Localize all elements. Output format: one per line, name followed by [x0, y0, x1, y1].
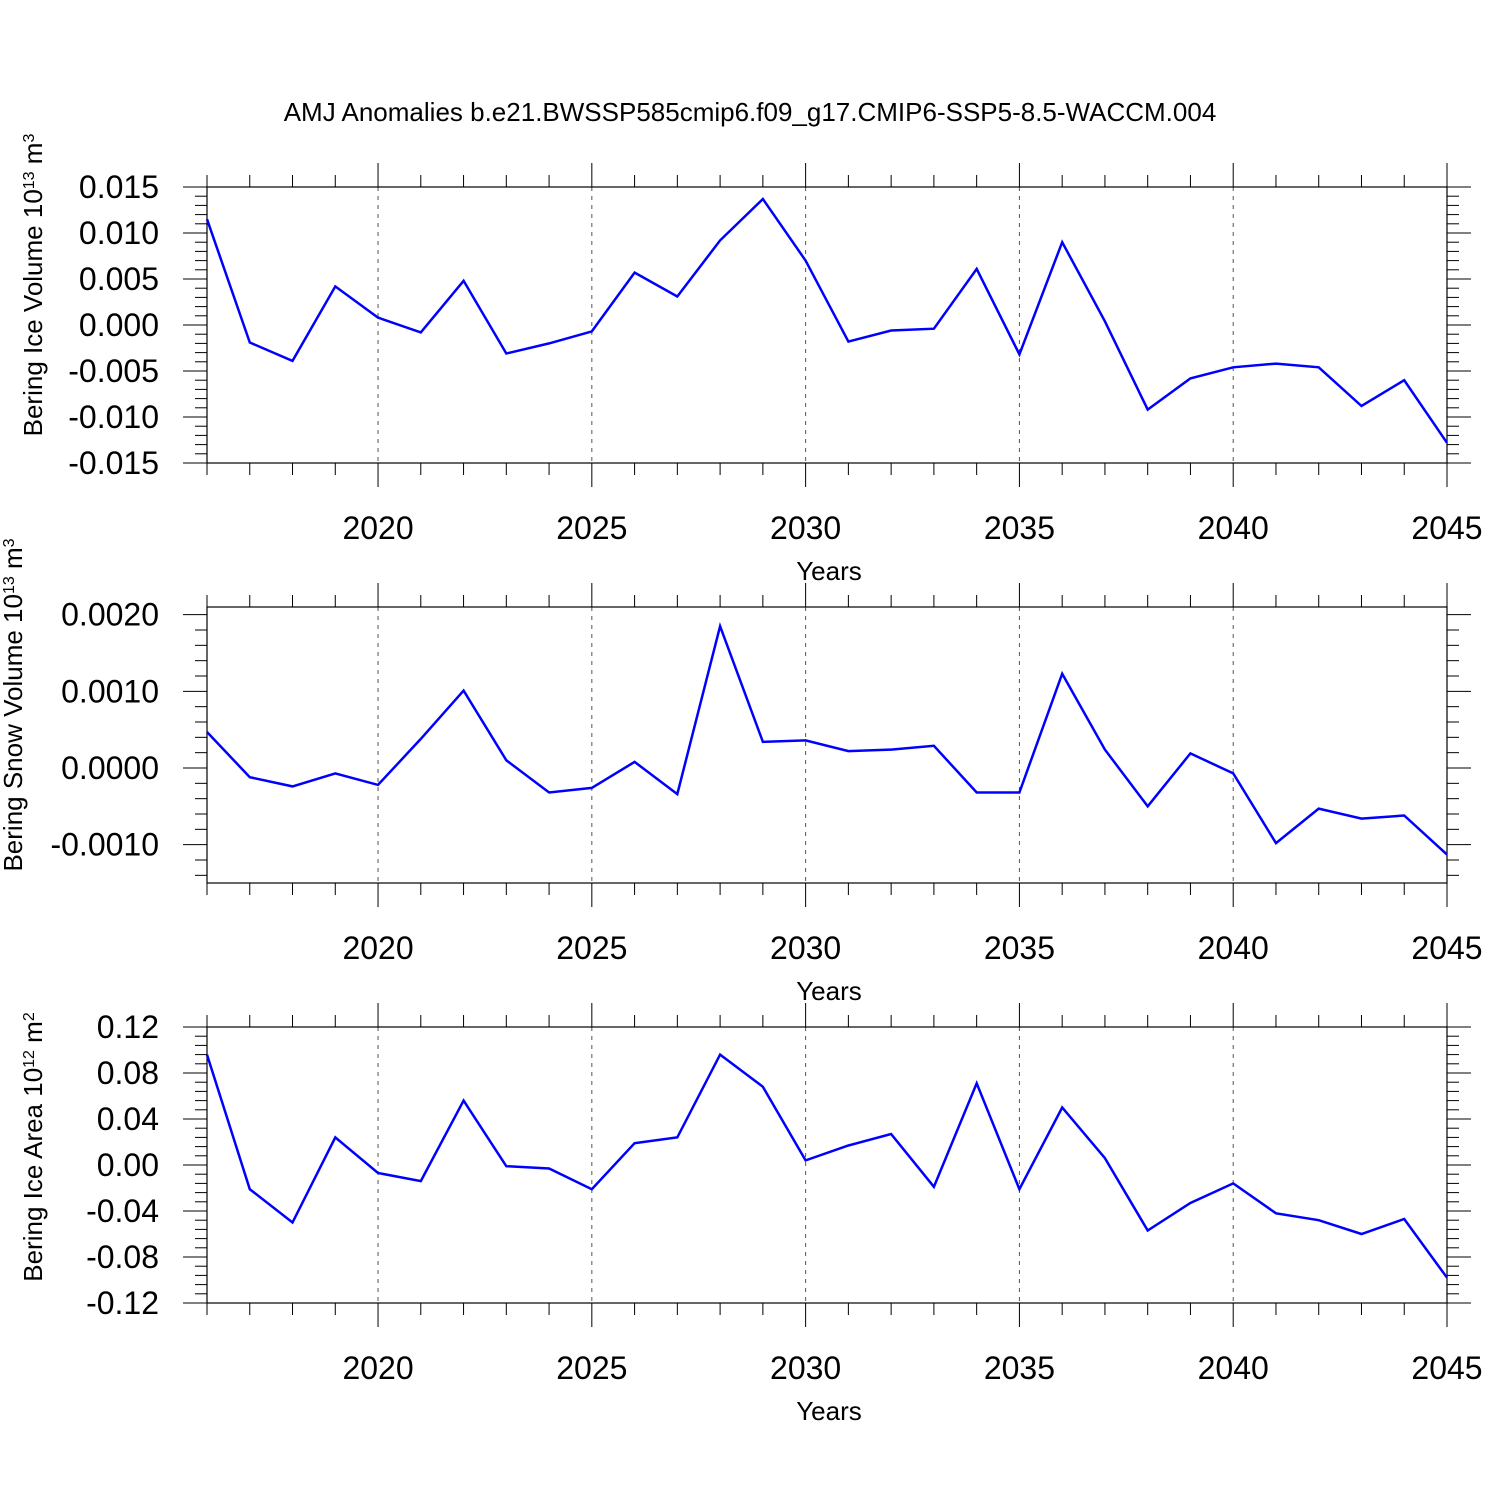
x-axis-title: Years: [796, 556, 862, 586]
y-tick-label: 0.00: [97, 1147, 159, 1183]
y-tick-label: 0.0000: [61, 750, 159, 786]
figure-title: AMJ Anomalies b.e21.BWSSP585cmip6.f09_g1…: [283, 97, 1217, 127]
x-axis-title: Years: [796, 976, 862, 1006]
y-tick-label: -0.0010: [50, 827, 159, 863]
x-tick-label: 2045: [1411, 1350, 1482, 1386]
x-tick-label: 2020: [342, 930, 413, 966]
y-axis-title: Bering Snow Volume 1013 m3: [0, 538, 28, 871]
series-line: [205, 1052, 1449, 1279]
plot-frame: [206, 1026, 1448, 1304]
plot-frame: [206, 186, 1448, 464]
x-tick-label: 2025: [556, 930, 627, 966]
y-tick-label: 0.0010: [61, 673, 159, 709]
x-tick-label: 2030: [770, 930, 841, 966]
y-axis-title: Bering Ice Area 1012 m2: [18, 1012, 48, 1282]
x-tick-label: 2035: [984, 930, 1055, 966]
x-tick-label: 2045: [1411, 930, 1482, 966]
panel-1: -0.015 -0.010 -0.005 0.000 0.005 0.010 0.015 20…: [18, 134, 1483, 586]
y-tick-label: 0.010: [79, 215, 159, 251]
panel-2: -0.0010 0.0000 0.0010 0.0020 2020 2025 2030 203…: [0, 538, 1483, 1006]
y-tick-label: 0.08: [97, 1055, 159, 1091]
y-tick-label: -0.010: [68, 399, 159, 435]
y-tick-label: -0.015: [68, 445, 159, 481]
series-line: [206, 622, 1448, 856]
plot-frame: [206, 606, 1448, 884]
y-tick-label: 0.015: [79, 169, 159, 205]
y-axis-title: Bering Ice Volume 1013 m3: [18, 134, 48, 437]
x-tick-label: 2035: [984, 510, 1055, 546]
x-tick-label: 2040: [1198, 510, 1269, 546]
x-tick-label: 2030: [770, 510, 841, 546]
x-tick-label: 2025: [556, 510, 627, 546]
x-tick-label: 2040: [1198, 930, 1269, 966]
y-tick-label: 0.0020: [61, 597, 159, 633]
panel-3: -0.12 -0.08 -0.04 0.00 0.04 0.08 0.12 2020 2025 2…: [18, 1003, 1483, 1426]
y-tick-label: -0.005: [68, 353, 159, 389]
y-tick-label: 0.12: [97, 1009, 159, 1045]
y-tick-label: 0.000: [79, 307, 159, 343]
x-tick-label: 2020: [342, 1350, 413, 1386]
y-tick-label: -0.08: [86, 1239, 159, 1275]
x-tick-label: 2020: [342, 510, 413, 546]
x-axis-title: Years: [796, 1396, 862, 1426]
x-tick-label: 2035: [984, 1350, 1055, 1386]
x-tick-label: 2025: [556, 1350, 627, 1386]
x-tick-label: 2030: [770, 1350, 841, 1386]
y-tick-label: -0.12: [86, 1285, 159, 1321]
y-tick-label: 0.005: [79, 261, 159, 297]
series-line: [205, 197, 1449, 444]
x-tick-label: 2040: [1198, 1350, 1269, 1386]
x-tick-label: 2045: [1411, 510, 1482, 546]
y-tick-label: 0.04: [97, 1101, 159, 1137]
y-tick-label: -0.04: [86, 1193, 159, 1229]
